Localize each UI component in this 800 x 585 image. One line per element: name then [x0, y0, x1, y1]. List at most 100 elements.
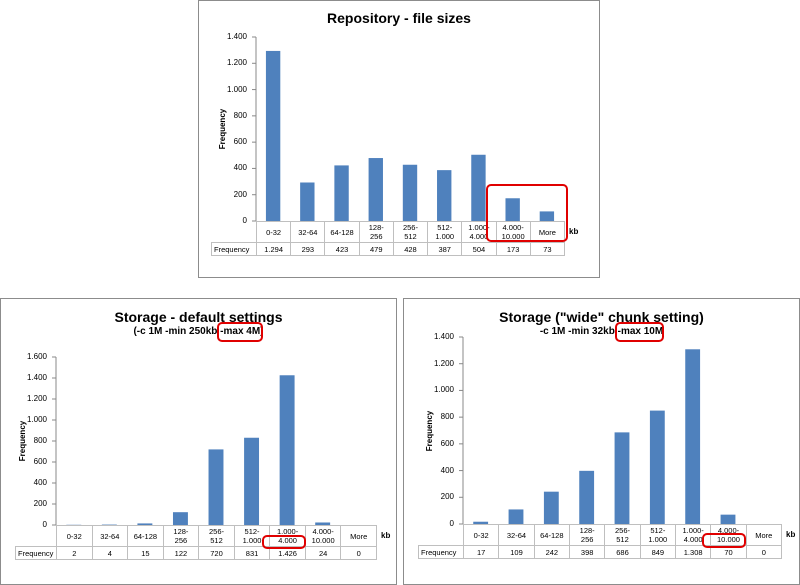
x-tick-label: 128-256 — [162, 525, 200, 547]
bar — [579, 470, 595, 524]
x-tick-label: 32-64 — [290, 221, 326, 243]
x-tick-label: 64-128 — [533, 524, 570, 546]
y-tick-label: 1.000 — [26, 415, 47, 424]
bar — [300, 182, 315, 221]
y-tick-label: 800 — [33, 436, 47, 445]
x-axis-label: kb — [381, 531, 391, 540]
table-value: 0 — [340, 546, 377, 560]
y-tick-label: 0 — [42, 520, 47, 529]
y-tick-label: 1.000 — [226, 84, 247, 94]
y-axis-label: Frequency — [218, 108, 227, 150]
y-tick-label: 0 — [449, 519, 454, 528]
bar — [368, 158, 383, 221]
bar — [244, 437, 260, 525]
bar — [402, 164, 418, 221]
bar — [279, 375, 295, 525]
table-value: 2 — [56, 546, 93, 560]
y-tick-label: 800 — [233, 110, 247, 120]
x-tick-label: 32-64 — [498, 524, 535, 546]
bar — [334, 165, 349, 221]
bar — [137, 523, 153, 525]
table-value: 173 — [495, 242, 531, 256]
x-tick-label: 4.000-10.000 — [304, 525, 342, 547]
highlight-box — [217, 322, 263, 342]
table-value: 73 — [529, 242, 565, 256]
x-tick-label: 256-512 — [198, 525, 235, 547]
table-value: 122 — [162, 546, 200, 560]
plot — [252, 36, 555, 222]
table-value: 15 — [127, 546, 164, 560]
chart-subtitle: (-c 1M -min 250kb -max 4M) — [133, 326, 264, 337]
chart-panel: Repository - file sizes 0 200 400 600 800 1.00… — [198, 0, 600, 278]
y-tick-label: 1.400 — [433, 332, 454, 341]
table-value: 398 — [569, 545, 606, 559]
table-value: 720 — [198, 546, 235, 560]
bar — [437, 170, 452, 221]
bar — [614, 432, 630, 524]
y-tick-label: 400 — [440, 465, 454, 475]
y-tick-label: 1.400 — [26, 373, 47, 382]
chart-subtitle: -c 1M -min 32kb -max 10M — [539, 326, 664, 337]
y-tick-label: 600 — [233, 137, 247, 147]
table-header: Frequency — [418, 545, 464, 559]
x-tick-label: 0-32 — [256, 221, 292, 243]
bar — [720, 514, 736, 524]
bar — [649, 410, 665, 524]
y-tick-label: 1.400 — [226, 32, 247, 41]
y-tick-label: 200 — [233, 189, 247, 199]
bar — [471, 154, 486, 221]
bar — [543, 491, 559, 524]
x-axis-label: kb — [786, 530, 796, 539]
highlight-box — [262, 535, 306, 549]
bar — [208, 449, 224, 525]
x-tick-label: 32-64 — [91, 525, 129, 547]
table-value: 17 — [463, 545, 500, 559]
x-tick-label: 256-512 — [604, 524, 641, 546]
y-axis-label: Frequency — [425, 410, 434, 451]
x-tick-label: 128-256 — [358, 221, 394, 243]
x-tick-label: 0-32 — [56, 525, 93, 547]
highlight-box — [615, 322, 664, 342]
chart-title: Storage ("wide" chunk setting) — [499, 309, 704, 325]
table-value: 504 — [461, 242, 497, 256]
bar — [508, 509, 524, 524]
y-tick-label: 0 — [242, 216, 247, 225]
y-tick-label: 1.600 — [26, 352, 47, 361]
y-tick-label: 200 — [33, 499, 47, 508]
chart-title: Repository - file sizes — [327, 10, 471, 26]
y-tick-label: 1.200 — [226, 58, 247, 68]
y-tick-label: 600 — [33, 457, 47, 466]
plot — [459, 336, 736, 525]
table-value: 293 — [290, 242, 326, 256]
highlight-box — [486, 184, 568, 242]
bar — [473, 521, 489, 524]
table-value: 4 — [91, 546, 129, 560]
table-value: 686 — [604, 545, 641, 559]
y-tick-label: 600 — [440, 438, 454, 448]
x-axis-label: kb — [569, 227, 579, 236]
x-tick-label: 128-256 — [569, 524, 606, 546]
plot — [52, 356, 331, 526]
table-header: Frequency — [211, 242, 257, 256]
bar — [685, 349, 701, 524]
x-tick-label: 512-1.000 — [427, 221, 463, 243]
y-tick-label: 1.200 — [433, 358, 454, 368]
table-value: 479 — [358, 242, 394, 256]
chart-panel: Storage - default settings (-c 1M -min 25… — [0, 298, 397, 585]
chart-panel: Storage ("wide" chunk setting) -c 1M -min… — [403, 298, 800, 585]
table-value: 428 — [392, 242, 429, 256]
x-tick-label: 64-128 — [324, 221, 360, 243]
y-tick-label: 1.200 — [26, 394, 47, 403]
table-value: 0 — [745, 545, 782, 559]
x-tick-label: 512-1.000 — [639, 524, 676, 546]
chart-title: Storage - default settings — [114, 309, 283, 325]
bar — [539, 211, 555, 221]
highlight-box — [702, 533, 746, 548]
table-header: Frequency — [15, 546, 57, 560]
x-tick-label: More — [340, 525, 377, 547]
table-value: 423 — [324, 242, 360, 256]
y-tick-label: 200 — [440, 492, 454, 502]
y-tick-label: 400 — [33, 478, 47, 487]
x-tick-label: 256-512 — [392, 221, 429, 243]
